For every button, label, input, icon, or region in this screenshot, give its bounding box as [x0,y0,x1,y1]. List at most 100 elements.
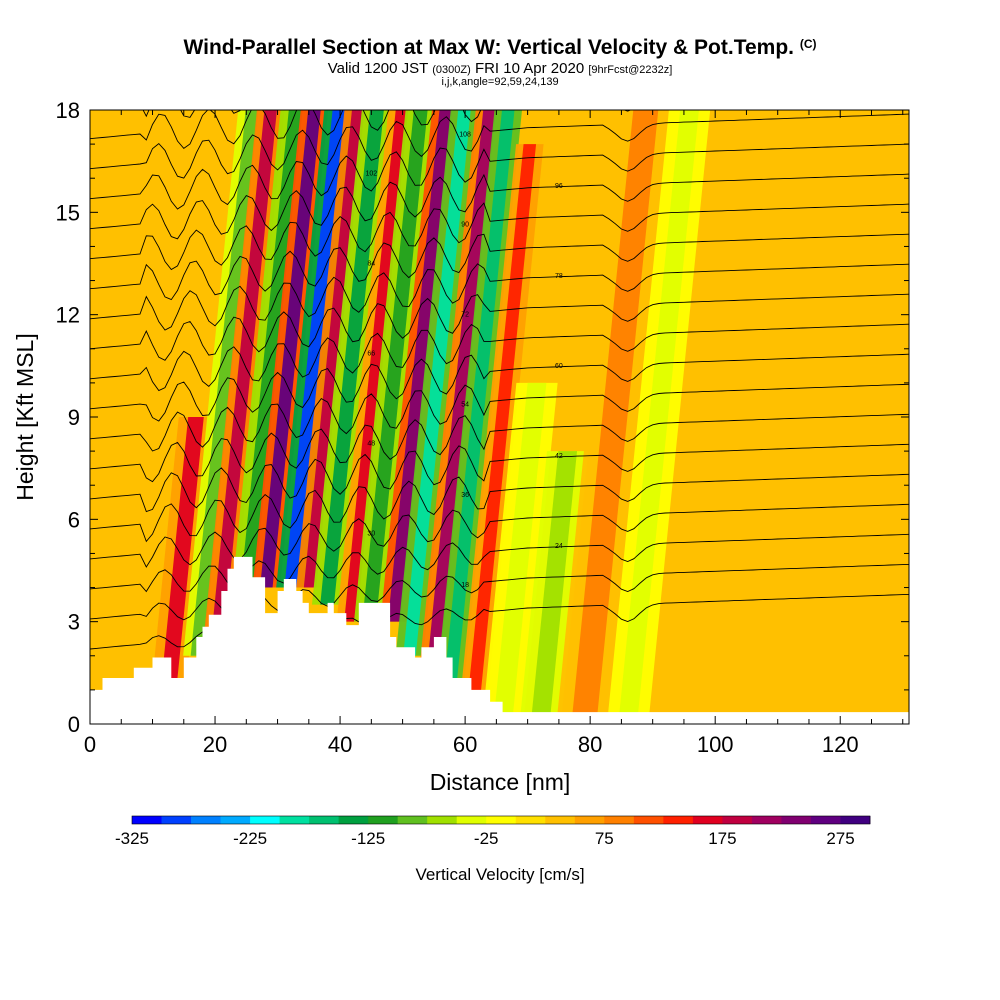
colorbar-tick-label: -325 [115,829,149,848]
colorbar [131,815,871,825]
colorbar-swatch [515,816,546,824]
colorbar-label: Vertical Velocity [cm/s] [415,865,584,884]
isentrope-line [90,443,909,513]
velocity-band [466,144,537,707]
isentrope-label: 108 [459,132,471,139]
isentrope-line [90,353,909,422]
colorbar-swatch [338,816,369,824]
isentrope-line [90,323,909,392]
colorbar-tick-label: -125 [351,829,385,848]
chart-title-text: Wind-Parallel Section at Max W: Vertical… [183,36,794,59]
colorbar-frame [131,815,871,825]
isentrope-line [90,202,909,271]
valid-prefix: Valid 1200 JST [327,60,429,77]
isentrope-label: 66 [367,351,375,358]
colorbar-tick-label: 275 [826,829,854,848]
isentrope-label: 30 [367,531,375,538]
colorbar-swatch [132,816,162,824]
velocity-band [572,110,659,714]
isentrope-line [90,413,909,483]
colorbar-tick-label: 75 [595,829,614,848]
isentrope-label: 90 [461,222,469,229]
x-tick-label: 80 [578,732,602,757]
velocity-band [387,110,452,622]
y-tick-label: 9 [68,405,80,430]
colorbar-swatch [456,816,487,824]
isentrope-label: 78 [555,273,563,280]
velocity-band [284,110,347,588]
velocity-band [303,110,365,588]
x-axis-label: Distance [nm] [430,769,571,795]
colorbar-swatch [722,816,753,824]
isentrope-label: 102 [365,170,377,177]
isentrope-label: 72 [461,312,469,319]
isentrope-line [142,110,241,118]
isentrope-line [90,473,909,543]
colorbar-swatch [250,816,280,824]
colorbar-swatch [309,816,340,824]
velocity-band [362,110,428,622]
isentrope-line [90,173,909,240]
colorbar-swatch [161,816,192,824]
velocity-band [240,110,303,588]
y-tick-label: 15 [56,200,80,225]
colorbar-swatch [574,816,605,824]
isentrope-line [90,233,909,301]
isentrope-line [90,110,632,150]
y-axis-label: Height [Kft MSL] [12,333,38,500]
colorbar-swatch [220,816,251,824]
colorbar-tick-label: 175 [708,829,736,848]
colorbar-swatch [191,816,221,824]
y-tick-label: 12 [56,303,80,328]
colorbar-swatch [427,816,458,824]
y-tick-label: 3 [68,610,80,635]
velocity-band [320,110,384,605]
isentrope-line [90,143,909,210]
valid-date: FRI 10 Apr 2020 [474,60,585,77]
colorbar-ticks: -325 -225 -125 -25 75 175 275 [115,829,855,848]
isentrope-label: 120 [365,80,377,87]
colorbar-swatch [279,816,310,824]
colorbar-swatch [751,816,782,824]
isentrope-label: 60 [555,363,563,370]
velocity-band [205,110,277,690]
isentrope-line [90,533,909,593]
colorbar-swatch [692,816,723,824]
x-tick-label: 100 [697,732,734,757]
velocity-band [426,110,496,673]
velocity-band [157,417,204,724]
y-tick-label: 0 [68,712,80,737]
forecast-tag: [9hrFcst@2232z] [588,64,673,76]
terrain-mask [90,556,909,724]
colorbar-swatch [810,816,841,824]
y-tick-label: 18 [56,98,80,123]
isentrope-label: 48 [367,441,375,448]
isentrope-label: 36 [461,492,469,499]
valid-utc: (0300Z) [432,64,471,76]
x-tick-label: 40 [328,732,352,757]
colorbar-swatch [840,816,871,824]
terrain-shape [90,556,909,724]
velocity-band [443,110,515,690]
colorbar-swatch [545,816,576,824]
colorbar-swatch [604,816,635,824]
isentrope-label: 24 [555,543,563,550]
isentrope-line [90,293,909,361]
isentrope-label: 18 [461,582,469,589]
isentrope-label: 42 [555,453,563,460]
velocity-band [403,110,471,656]
colorbar-tick-label: -225 [233,829,267,848]
isentrope-line [90,263,909,331]
y-tick-label: 6 [68,507,80,532]
velocity-band [260,110,321,588]
x-tick-label: 60 [453,732,477,757]
isentrope-label: 114 [553,93,564,100]
colorbar-swatch [486,816,517,824]
velocity-band [619,110,699,714]
isentrope-label: 96 [555,183,563,190]
x-tick-label: 0 [84,732,96,757]
potential-temperature-contours: 1218243036424854606672788490961021081141… [90,80,909,650]
grid-indices: i,j,k,angle=92,59,24,139 [441,76,559,88]
